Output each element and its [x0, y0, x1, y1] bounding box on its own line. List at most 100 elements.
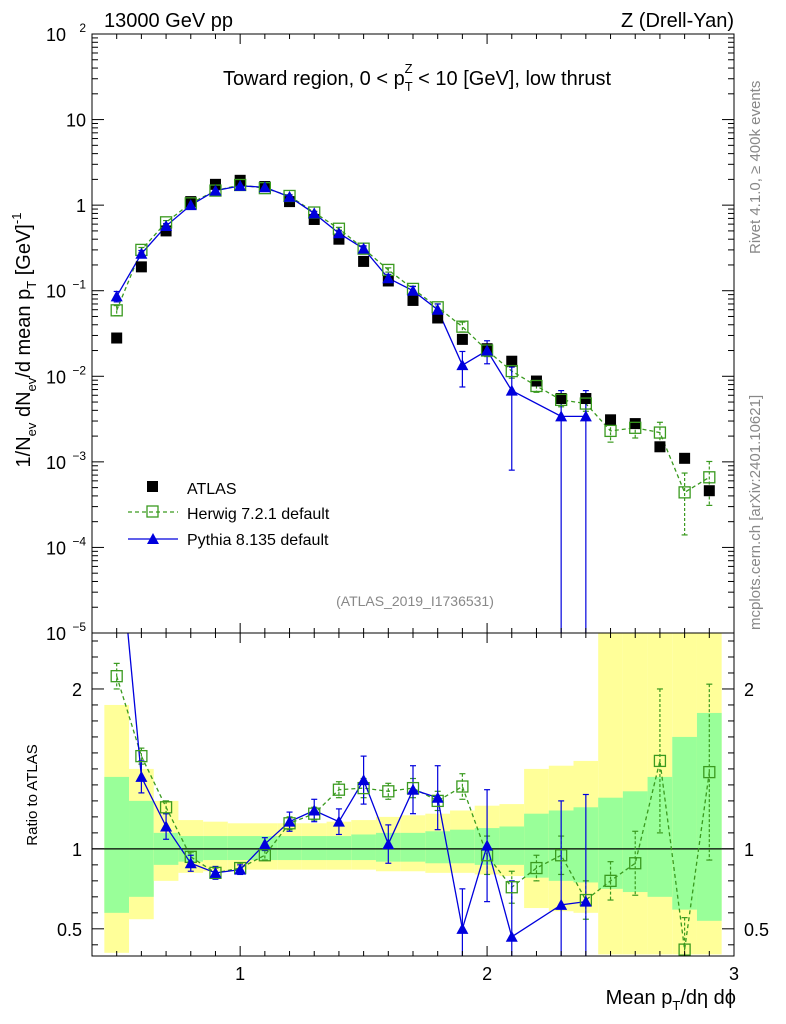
ratio-herwig-point	[110, 670, 123, 683]
pythia-point	[357, 242, 370, 254]
atlas-point	[629, 418, 641, 430]
pythia-point	[258, 181, 271, 193]
ratio-herwig-point	[456, 780, 469, 793]
pythia-point	[160, 220, 173, 232]
ratio-band-green	[301, 836, 327, 861]
legend-label-pythia: Pythia 8.135 default	[187, 532, 329, 549]
ratio-herwig-point	[332, 783, 346, 796]
y-tick-label-exponent: −2	[72, 363, 86, 377]
pythia-point	[431, 303, 444, 315]
ratio-band-green	[104, 776, 130, 913]
atlas-point	[605, 414, 617, 426]
y-tick-label: 10	[46, 453, 66, 473]
pythia-point	[110, 290, 123, 302]
rivet-label: Rivet 4.1.0, ≥ 400k events	[747, 81, 764, 254]
atlas-point	[308, 213, 320, 225]
ratio-band-green	[425, 831, 451, 864]
pythia-point	[555, 410, 568, 422]
ratio-pythia-point	[505, 930, 518, 942]
ratio-herwig-point	[135, 749, 148, 763]
legend-label-herwig: Herwig 7.2.1 default	[187, 506, 330, 523]
atlas-point	[135, 261, 147, 273]
atlas-point	[703, 485, 715, 497]
y-axis-label-main: 1/Nev dNev/d mean pT [GeV]-1	[9, 213, 39, 468]
ratio-pythia-point	[209, 866, 222, 878]
herwig-point	[530, 379, 543, 393]
herwig-point	[653, 426, 667, 439]
ratio-pythia-point	[357, 774, 370, 786]
ratio-y-tick-label: 1	[72, 840, 82, 860]
atlas-point	[679, 452, 691, 464]
y-axis-label-part: T	[24, 281, 39, 289]
herwig-line	[116, 184, 710, 494]
ratio-band-green	[351, 834, 376, 861]
ratio-pythia-point	[283, 815, 296, 827]
atlas-point	[358, 255, 370, 267]
ratio-herwig-point	[159, 801, 173, 814]
ratio-y-tick-label: 2	[72, 680, 82, 700]
legend-marker-atlas	[147, 481, 158, 492]
atlas-point	[456, 333, 468, 345]
ratio-herwig-point	[555, 849, 568, 862]
ratio-pythia-point	[579, 895, 592, 907]
header-left: 13000 GeV pp	[104, 10, 233, 32]
pythia-point	[308, 207, 321, 219]
region-title-sub: T	[405, 79, 413, 94]
y-tick-label: 10	[46, 25, 66, 45]
mcplots-label: mcplots.cern.ch [arXiv:2401.10621]	[747, 395, 764, 630]
ratio-band-green	[400, 832, 426, 862]
header-right: Z (Drell-Yan)	[621, 10, 734, 32]
herwig-point	[678, 486, 691, 499]
legend: ATLAS Herwig 7.2.1 default Pythia 8.135 …	[128, 481, 330, 549]
ratio-y-tick-label: 0.5	[57, 920, 82, 940]
ratio-pythia-point	[555, 898, 568, 910]
herwig-point	[629, 421, 642, 434]
ratio-band-yellow	[598, 633, 623, 955]
ratio-pythia-point	[456, 922, 469, 934]
ratio-panel: 1 2 3 0.5 0.5 1 1 2 2	[57, 507, 769, 984]
ratio-pythia-point	[407, 783, 419, 795]
atlas-point	[333, 233, 345, 245]
x-axis-label: Mean pT/dη dϕ	[606, 987, 736, 1013]
legend-label-atlas: ATLAS	[187, 481, 237, 498]
ratio-pythia-point	[111, 507, 123, 518]
ratio-band-green	[499, 826, 525, 865]
atlas-point	[654, 441, 666, 453]
x-axis-label-part: T	[672, 998, 680, 1013]
ratio-pythia-point	[234, 863, 247, 875]
pythia-point	[579, 410, 592, 422]
ratio-band-green	[450, 829, 475, 864]
ratio-herwig-point	[629, 857, 642, 870]
ratio-pythia-point	[332, 815, 345, 827]
ratio-y-tick-label-right: 1	[744, 840, 754, 860]
atlas-point	[407, 294, 419, 306]
x-axis-label-part: /dη dϕ	[680, 987, 736, 1009]
analysis-id: (ATLAS_2019_I1736531)	[336, 593, 494, 609]
atlas-point	[111, 332, 123, 344]
y-tick-label-exponent: −3	[72, 449, 86, 463]
ratio-pythia-point	[184, 857, 197, 869]
y-tick-label: 10	[66, 111, 86, 131]
pythia-point	[456, 359, 469, 371]
legend-marker-herwig	[146, 505, 159, 518]
pythia-point	[135, 247, 148, 259]
pythia-point	[283, 190, 296, 202]
pythia-point	[481, 344, 494, 356]
x-axis-label-part: Mean p	[606, 987, 673, 1009]
pythia-point	[382, 272, 395, 284]
y-axis-label-ratio: Ratio to ATLAS	[24, 744, 41, 845]
y-tick-label: 10	[46, 538, 66, 558]
pythia-line	[116, 185, 586, 418]
ratio-herwig-point	[258, 849, 271, 862]
ratio-band-green	[203, 836, 228, 861]
ratio-band-green	[227, 836, 253, 861]
y-tick-label: 10	[46, 282, 66, 302]
ratio-pythia-point	[431, 791, 444, 803]
x-tick-label: 1	[235, 964, 245, 984]
region-title-sup: Z	[405, 61, 413, 76]
ratio-band-green	[672, 736, 697, 910]
y-axis-label-part: ev	[24, 377, 39, 391]
y-axis-label-part: -1	[9, 213, 24, 225]
y-axis-label-part: ev	[24, 422, 39, 436]
y-tick-label: 10	[46, 367, 66, 387]
